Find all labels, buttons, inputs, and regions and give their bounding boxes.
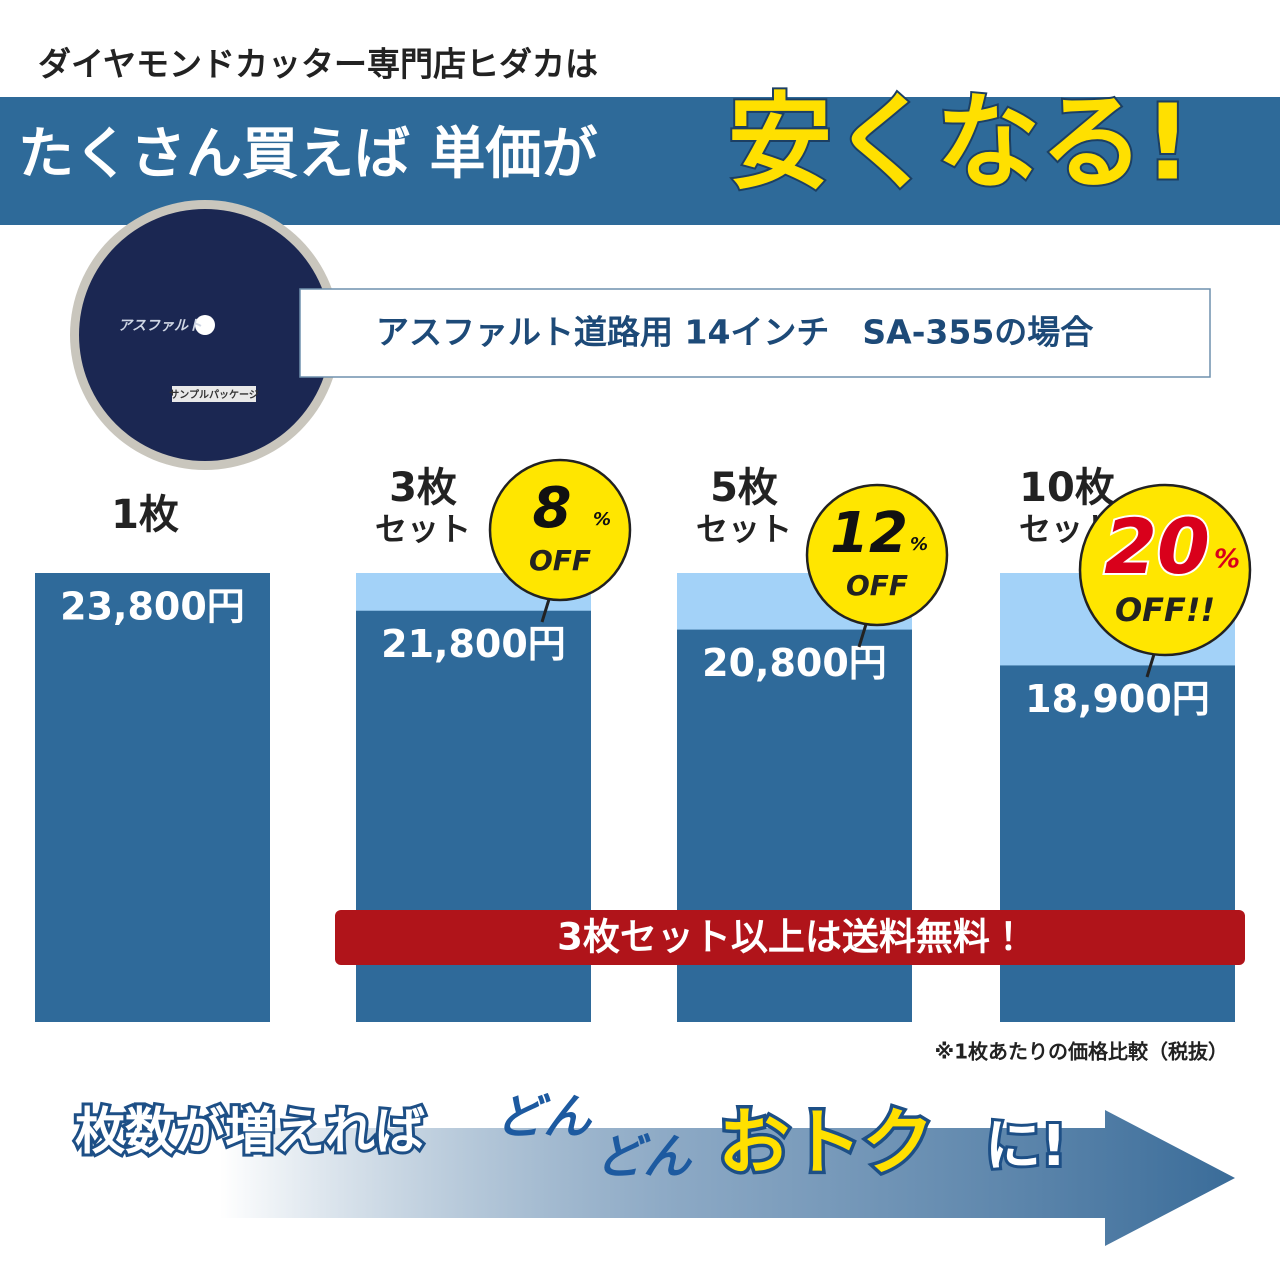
discount-value: 8	[533, 476, 572, 541]
category-label: 5枚	[710, 465, 778, 511]
discount-unit: %	[593, 509, 611, 530]
discount-badge	[805, 483, 949, 627]
blade-name: アスファルト	[118, 318, 202, 334]
package-tag	[172, 386, 256, 402]
discount-off: OFF!!	[1115, 591, 1215, 629]
value-label: 20,800円	[702, 641, 887, 685]
blade-hole	[195, 315, 215, 335]
discount-badge	[1078, 483, 1252, 657]
value-label: 23,800円	[60, 585, 245, 629]
shipping-text: 3枚セット以上は送料無料！	[557, 916, 1027, 959]
product-box	[299, 288, 1211, 378]
package-label: サンプルパッケージ	[169, 388, 259, 401]
discount-badge	[488, 458, 632, 602]
discount-value: 20	[1104, 502, 1210, 591]
product-caption: アスファルト道路用 14インチ SA-355の場合	[376, 313, 1094, 352]
discount-off: OFF	[529, 544, 591, 577]
footer-lead: 枚数が増えれば	[75, 1103, 425, 1161]
banner-text: たくさん買えば 単価が	[18, 122, 598, 187]
arrow	[220, 1110, 1235, 1246]
category-sublabel: セット	[375, 510, 471, 548]
shop-line: ダイヤモンドカッター専門店ヒダカは	[38, 45, 598, 84]
footer-emphasis: おトク	[718, 1101, 934, 1185]
value-label: 21,800円	[381, 622, 566, 666]
discount-value: 12	[830, 501, 908, 566]
category-sublabel: セット	[696, 510, 792, 548]
discount-off: OFF	[846, 569, 908, 602]
shipping-band	[335, 910, 1245, 965]
bar	[35, 573, 270, 1022]
footer-tail: に!	[985, 1114, 1067, 1179]
note: ※1枚あたりの価格比較（税抜）	[935, 1040, 1228, 1064]
footer-repeat: どん	[495, 1089, 593, 1145]
discount-unit: %	[1214, 545, 1240, 575]
category-label: 3枚	[389, 465, 457, 511]
value-label: 18,900円	[1025, 677, 1210, 721]
blade: アスファルト サンプルパッケージ	[70, 200, 340, 470]
category-label: 1枚	[111, 492, 179, 538]
category-label: 10枚	[1019, 465, 1115, 511]
discount-unit: %	[910, 534, 928, 555]
highlight-text: 安くなる!	[728, 81, 1191, 203]
footer-repeat: どん	[595, 1129, 693, 1185]
